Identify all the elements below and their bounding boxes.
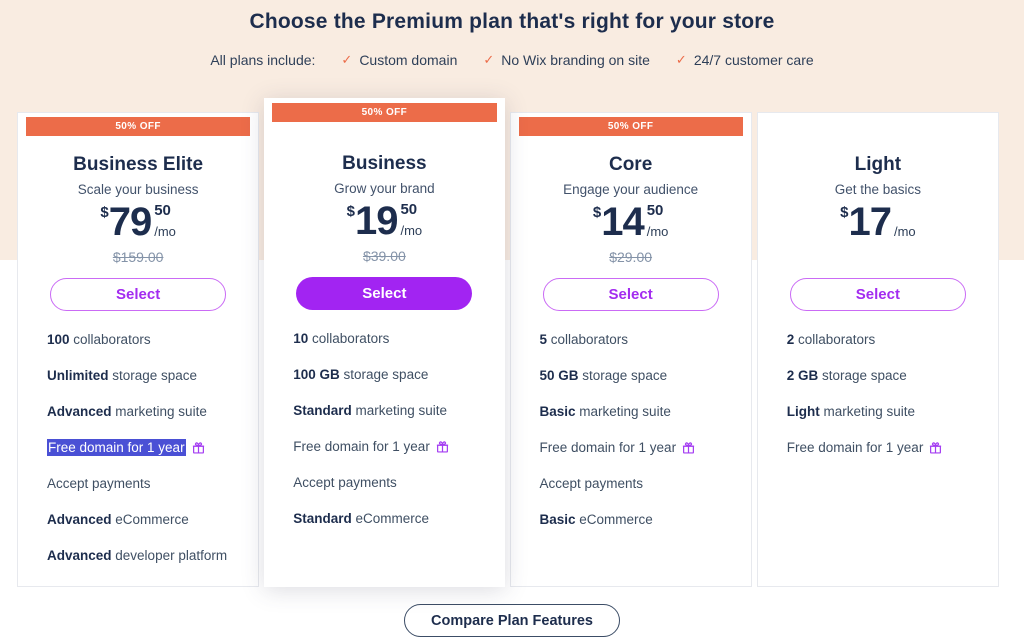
plans-include-row: All plans include: ✓ Custom domain ✓ No … <box>0 52 1024 68</box>
select-button[interactable]: Select <box>50 278 227 311</box>
feature-item: Standard eCommerce <box>293 511 430 526</box>
original-price: $159.00 <box>112 249 164 265</box>
feature-item: 5 collaborators <box>539 332 629 347</box>
feature-list: 2 collaborators 2 GB storage space Light… <box>758 330 998 474</box>
plan-tagline: Engage your audience <box>563 182 699 197</box>
plan-name: Business <box>342 153 427 174</box>
gift-icon <box>192 442 204 454</box>
include-item-customer-care: ✓ 24/7 customer care <box>676 52 814 68</box>
feature-item: Basic marketing suite <box>539 404 671 419</box>
plan-card-business: 50% OFF Business Grow your brand $ 19 50… <box>264 98 505 587</box>
price-amount: 14 <box>601 200 644 244</box>
feature-item: Advanced marketing suite <box>47 404 207 419</box>
plans-row: 50% OFF Business Elite Scale your busine… <box>17 98 999 587</box>
footer-area: Compare Plan Features <box>0 604 1024 637</box>
plan-tagline: Grow your brand <box>334 181 435 196</box>
discount-badge: 50% OFF <box>26 117 251 136</box>
check-icon: ✓ <box>675 52 687 67</box>
feature-item: 10 collaborators <box>293 331 390 346</box>
feature-item-free-domain: Free domain for 1 year <box>787 438 978 458</box>
include-item-no-branding: ✓ No Wix branding on site <box>483 52 650 68</box>
feature-item: Accept payments <box>293 475 397 490</box>
plan-card-core: 50% OFF Core Engage your audience $ 14 5… <box>509 112 752 587</box>
check-icon: ✓ <box>341 52 353 67</box>
price-currency: $ <box>100 204 109 221</box>
badge-area: 50% OFF <box>511 113 751 152</box>
feature-item: Standard marketing suite <box>293 403 448 418</box>
plan-name: Core <box>608 154 653 175</box>
gift-icon <box>436 441 448 453</box>
plan-card-business-elite: 50% OFF Business Elite Scale your busine… <box>17 112 260 587</box>
feature-item: Light marketing suite <box>786 404 916 419</box>
feature-item: Accept payments <box>539 476 644 491</box>
feature-item-free-domain: Free domain for 1 year <box>47 438 238 458</box>
feature-item: Basic eCommerce <box>539 512 653 527</box>
feature-item: Advanced eCommerce <box>47 512 189 527</box>
includes-label: All plans include: <box>210 52 316 68</box>
feature-item: 100 GB storage space <box>293 367 429 382</box>
feature-item: 2 GB storage space <box>786 368 907 383</box>
badge-area: 50% OFF <box>264 98 504 151</box>
gift-icon <box>682 442 695 454</box>
plan-price: $ 79 50 /mo <box>18 201 258 243</box>
original-price <box>758 249 998 267</box>
compare-plan-features-button[interactable]: Compare Plan Features <box>404 604 620 637</box>
feature-item: 50 GB storage space <box>539 368 668 383</box>
select-button[interactable]: Select <box>296 277 473 310</box>
badge-area <box>758 113 998 152</box>
feature-list: 10 collaborators 100 GB storage space St… <box>264 329 504 545</box>
discount-badge: 50% OFF <box>272 103 497 122</box>
include-item-label: No Wix branding on site <box>501 52 650 68</box>
feature-list: 5 collaborators 50 GB storage space Basi… <box>511 330 751 546</box>
discount-badge: 50% OFF <box>518 117 743 136</box>
original-price: $29.00 <box>609 249 653 265</box>
plan-price: $ 14 50 /mo <box>511 201 751 243</box>
feature-item-free-domain: Free domain for 1 year <box>293 437 484 457</box>
plan-tagline: Scale your business <box>77 182 199 197</box>
price-currency: $ <box>840 204 849 221</box>
feature-item: Unlimited storage space <box>47 368 198 383</box>
include-item-label: 24/7 customer care <box>693 52 814 68</box>
include-item-custom-domain: ✓ Custom domain <box>341 52 457 68</box>
price-period: /mo <box>893 224 916 239</box>
price-cents: 50 <box>646 202 664 219</box>
price-period: /mo <box>400 223 423 238</box>
include-item-label: Custom domain <box>359 52 458 68</box>
badge-area: 50% OFF <box>18 113 258 152</box>
feature-list: 100 collaborators Unlimited storage spac… <box>18 330 258 582</box>
plan-name: Light <box>854 154 902 175</box>
page-title: Choose the Premium plan that's right for… <box>249 10 775 33</box>
feature-item: 2 collaborators <box>786 332 876 347</box>
plan-tagline: Get the basics <box>834 182 922 197</box>
feature-item: Advanced developer platform <box>47 548 228 563</box>
price-period: /mo <box>154 224 176 239</box>
original-price: $39.00 <box>362 248 406 264</box>
price-currency: $ <box>346 203 355 220</box>
price-amount: 17 <box>848 200 891 244</box>
plan-price: $ 17 /mo <box>758 201 998 243</box>
feature-item-free-domain: Free domain for 1 year <box>540 438 731 458</box>
plan-name: Business Elite <box>73 154 204 175</box>
feature-item: 100 collaborators <box>47 332 151 347</box>
price-cents: 50 <box>400 201 418 218</box>
feature-item: Accept payments <box>47 476 151 491</box>
select-button[interactable]: Select <box>542 278 719 311</box>
gift-icon <box>930 442 942 454</box>
price-amount: 79 <box>108 200 152 244</box>
select-button[interactable]: Select <box>789 278 966 311</box>
selected-text-highlight: Free domain for 1 year <box>47 439 186 456</box>
plan-price: $ 19 50 /mo <box>264 200 504 242</box>
price-amount: 19 <box>354 199 398 243</box>
price-cents: 50 <box>154 202 171 219</box>
check-icon: ✓ <box>483 52 495 67</box>
plan-card-light: Light Get the basics $ 17 /mo Select 2 c… <box>756 112 999 587</box>
price-currency: $ <box>592 204 602 221</box>
price-period: /mo <box>646 224 669 239</box>
